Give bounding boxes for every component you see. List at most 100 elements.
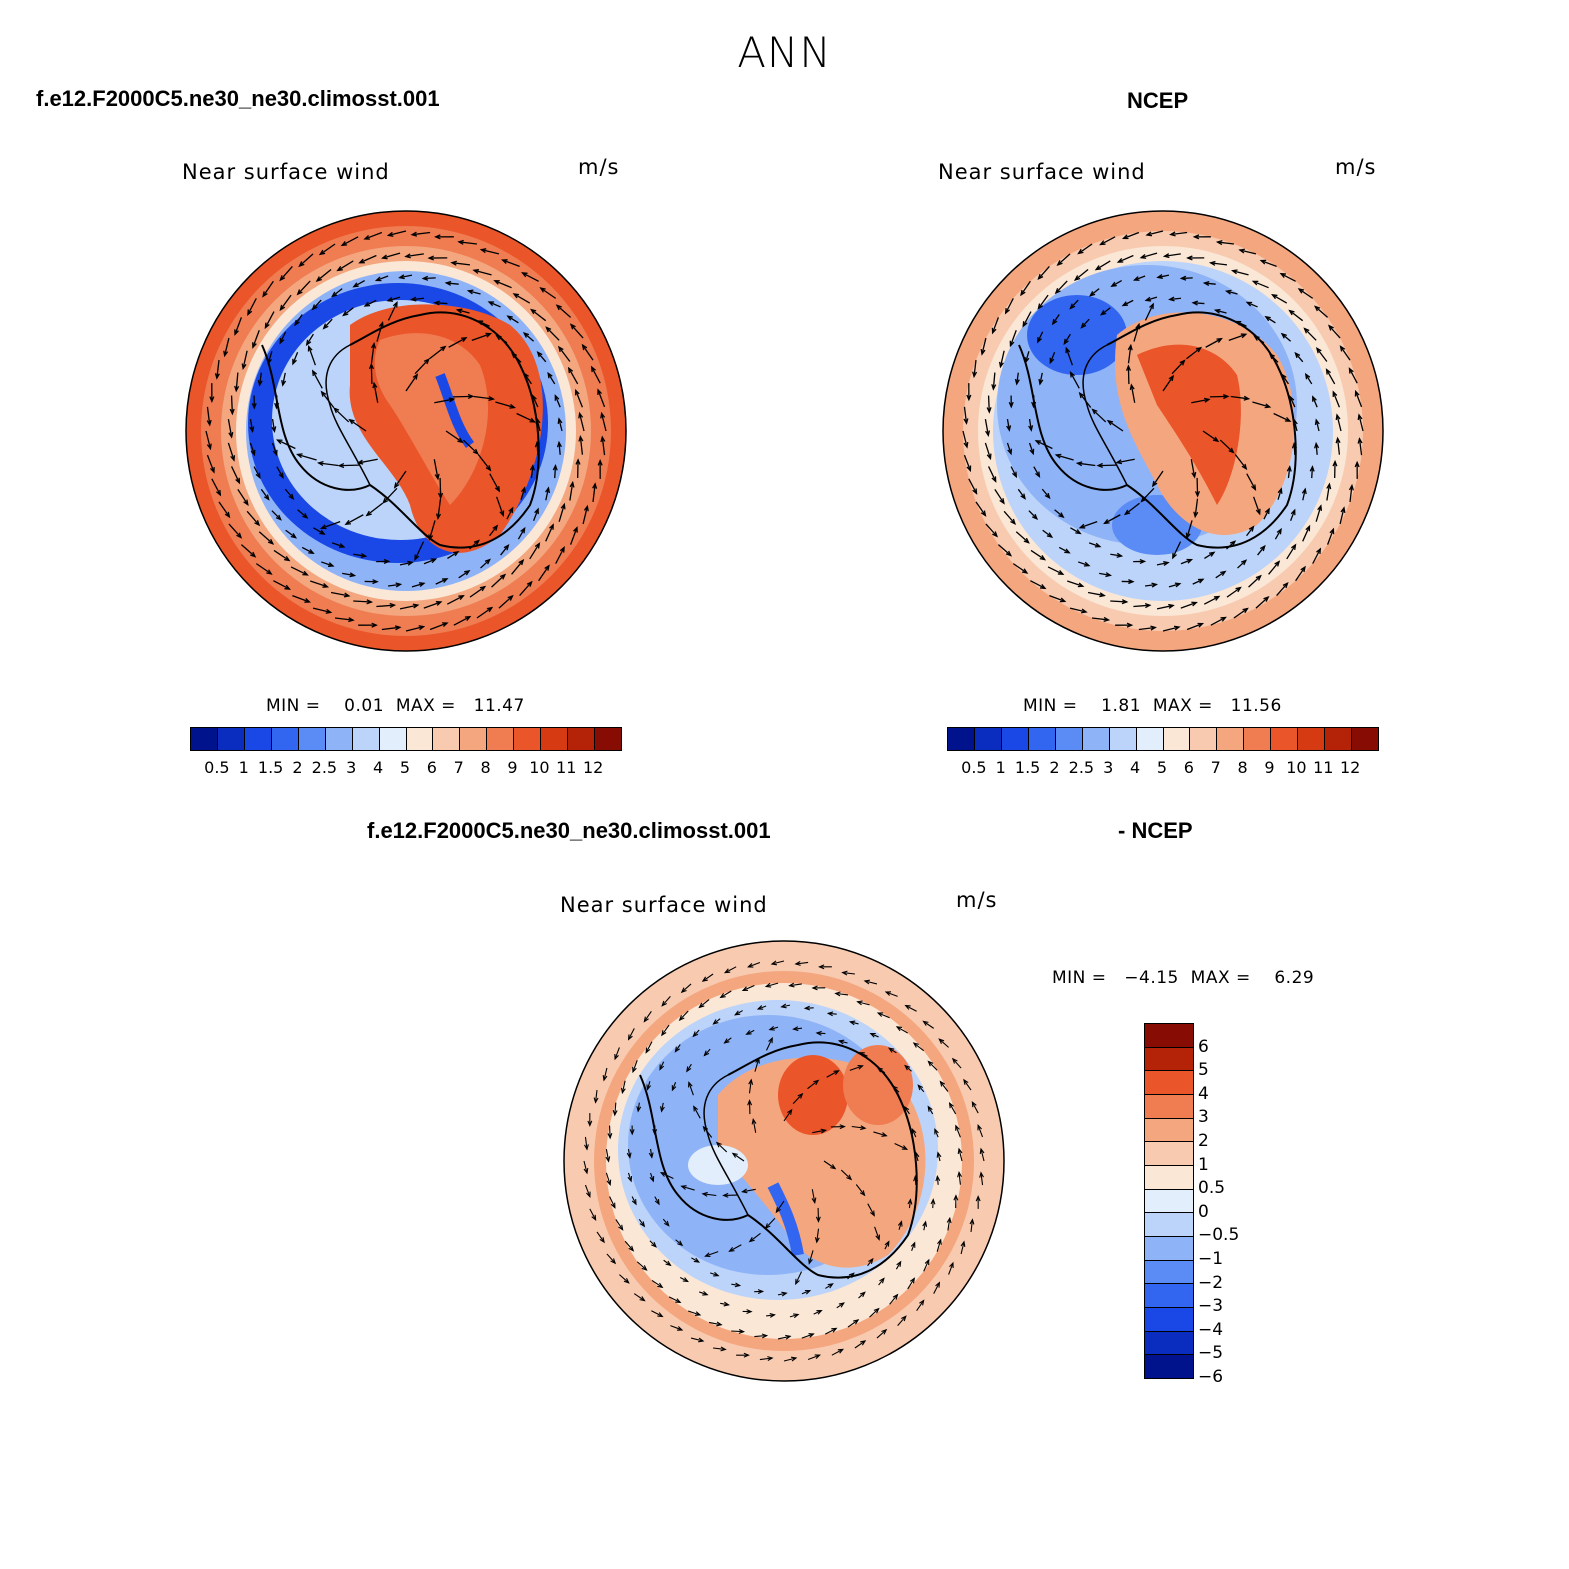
wind-vector-head <box>692 1031 699 1038</box>
wind-vector <box>507 315 519 324</box>
wind-vector <box>765 1037 773 1051</box>
wind-vector-head <box>1031 401 1037 409</box>
panel1-units-label: m/s <box>578 155 620 179</box>
wind-vector-head <box>859 1291 866 1298</box>
wind-vector-head <box>792 1026 799 1032</box>
wind-vector <box>742 1188 756 1193</box>
colorbar-swatch <box>244 728 272 750</box>
wind-vector <box>847 1319 859 1328</box>
wind-vector-head <box>913 1175 919 1182</box>
wind-vector <box>476 607 493 619</box>
wind-vector-head <box>372 579 379 585</box>
colorbar-tick-label: 0.5 <box>1198 1178 1226 1199</box>
wind-vector-head <box>1197 578 1205 584</box>
wind-vector-head <box>869 1033 876 1038</box>
colorbar-swatch <box>460 728 488 750</box>
wind-vector-head <box>701 976 708 982</box>
wind-vector <box>671 1082 677 1091</box>
wind-vector-head <box>939 1080 946 1087</box>
wind-vector <box>892 1085 900 1093</box>
wind-vector-head <box>255 472 261 480</box>
wind-vector <box>631 1196 637 1205</box>
wind-vector-head <box>508 506 514 514</box>
wind-vector-head <box>963 418 969 425</box>
wind-vector-head <box>645 1047 651 1054</box>
wind-vector <box>273 580 290 590</box>
wind-vector <box>312 607 331 614</box>
wind-vector <box>423 277 436 280</box>
wind-vector-head <box>569 480 575 488</box>
wind-vector <box>636 1261 647 1271</box>
wind-vector-head <box>1151 480 1158 488</box>
wind-vector-head <box>837 1039 845 1045</box>
wind-vector <box>923 1020 935 1029</box>
colorbar-tick-label: −2 <box>1198 1272 1224 1293</box>
wind-vector-head <box>857 1065 864 1070</box>
wind-vector-head <box>557 417 563 424</box>
wind-vector <box>558 442 561 455</box>
wind-vector <box>1156 561 1169 566</box>
wind-vector <box>749 1232 761 1242</box>
panel2-units-label: m/s <box>1335 155 1377 179</box>
wind-vector <box>1228 333 1247 342</box>
wind-vector-head <box>1099 240 1106 246</box>
wind-vector <box>766 1314 775 1317</box>
wind-vector <box>1339 507 1345 525</box>
wind-vector <box>1015 531 1030 544</box>
wind-vector-head <box>1179 359 1186 366</box>
wind-vector <box>1057 253 1071 266</box>
wind-vector-head <box>698 1337 705 1343</box>
wind-vector-head <box>319 524 327 530</box>
wind-vector-head <box>356 459 364 465</box>
wind-vector <box>489 525 498 537</box>
wind-vector <box>1191 398 1210 404</box>
wind-vector-head <box>593 1097 599 1104</box>
wind-vector <box>783 1109 793 1122</box>
wind-vector-head <box>1329 527 1335 535</box>
wind-vector-head <box>363 235 370 240</box>
wind-vector <box>692 1029 700 1037</box>
wind-vector-head <box>1316 547 1322 555</box>
wind-vector <box>904 1065 912 1072</box>
wind-vector <box>399 561 413 566</box>
wind-vector-head <box>1139 558 1147 565</box>
wind-vector <box>446 595 464 605</box>
wind-vector <box>916 1300 925 1312</box>
wind-vector-head <box>853 1319 860 1325</box>
wind-vector-head <box>1006 425 1012 432</box>
wind-vector-head <box>457 239 464 245</box>
wind-vector-head <box>781 1291 788 1297</box>
wind-vector <box>376 275 389 282</box>
wind-vector <box>1081 318 1090 328</box>
wind-vector <box>934 1129 939 1138</box>
wind-vector <box>859 1052 868 1057</box>
wind-vector <box>1349 485 1353 502</box>
wind-vector-head <box>628 1245 635 1252</box>
wind-vector <box>345 514 364 525</box>
wind-vector <box>917 1084 925 1093</box>
wind-vector <box>968 478 978 494</box>
wind-vector-head <box>1340 506 1346 513</box>
wind-vector-head <box>311 369 318 376</box>
wind-vector <box>596 1231 605 1243</box>
wind-vector <box>984 442 992 459</box>
wind-vector-head <box>1145 231 1153 237</box>
wind-vector <box>781 1004 791 1008</box>
wind-vector-head <box>319 529 326 535</box>
colorbar-swatch <box>595 728 621 750</box>
wind-vector-head <box>654 1199 660 1206</box>
wind-vector <box>904 1106 910 1115</box>
colorbar-tick-label: 2.5 <box>1068 758 1095 777</box>
wind-vector <box>619 1274 630 1284</box>
colorbar-tick-label: 4 <box>1130 758 1141 777</box>
wind-vector <box>446 282 459 285</box>
wind-vector <box>1133 324 1140 342</box>
wind-vector-head <box>1172 552 1177 560</box>
wind-vector <box>488 301 501 308</box>
wind-vector <box>545 487 550 501</box>
wind-vector-head <box>1049 357 1055 365</box>
wind-vector <box>495 401 515 409</box>
wind-vector-head <box>529 464 535 471</box>
wind-vector <box>937 1152 941 1162</box>
wind-vector <box>1039 372 1043 385</box>
